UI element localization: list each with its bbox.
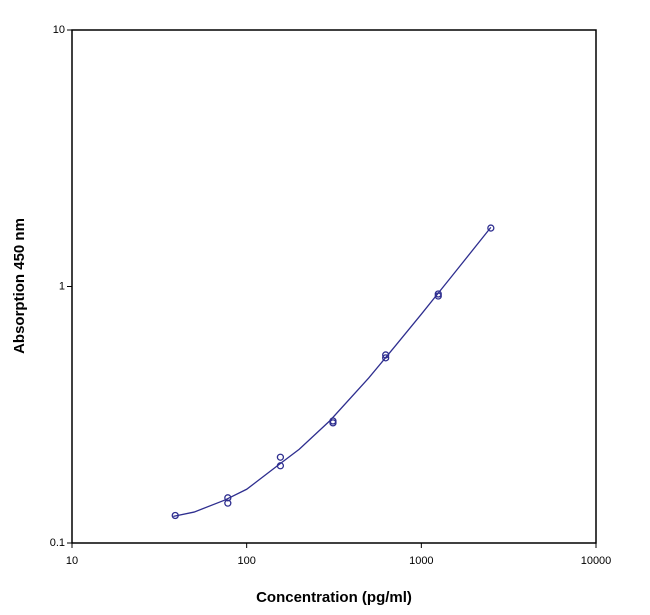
x-axis-title: Concentration (pg/ml)	[256, 589, 412, 606]
data-point	[434, 292, 442, 300]
x-tick-label: 10	[66, 555, 78, 567]
x-tick-label: 1000	[409, 555, 433, 567]
data-point	[224, 494, 232, 502]
data-point	[382, 351, 390, 359]
y-tick-label: 10	[53, 24, 65, 36]
data-point	[329, 419, 337, 427]
fit-curve	[173, 226, 492, 518]
x-tick-label: 10000	[581, 555, 612, 567]
y-tick-label: 1	[59, 280, 65, 292]
data-point	[382, 354, 390, 362]
x-tick-label: 100	[237, 555, 255, 567]
data-point	[224, 499, 232, 507]
y-tick-label: 0.1	[50, 537, 65, 549]
data-point	[276, 453, 285, 461]
plot-frame	[71, 29, 597, 544]
data-point	[487, 224, 495, 232]
y-axis-title: Absorption 450 nm	[11, 218, 28, 354]
data-point	[171, 511, 179, 520]
data-point	[276, 462, 285, 470]
